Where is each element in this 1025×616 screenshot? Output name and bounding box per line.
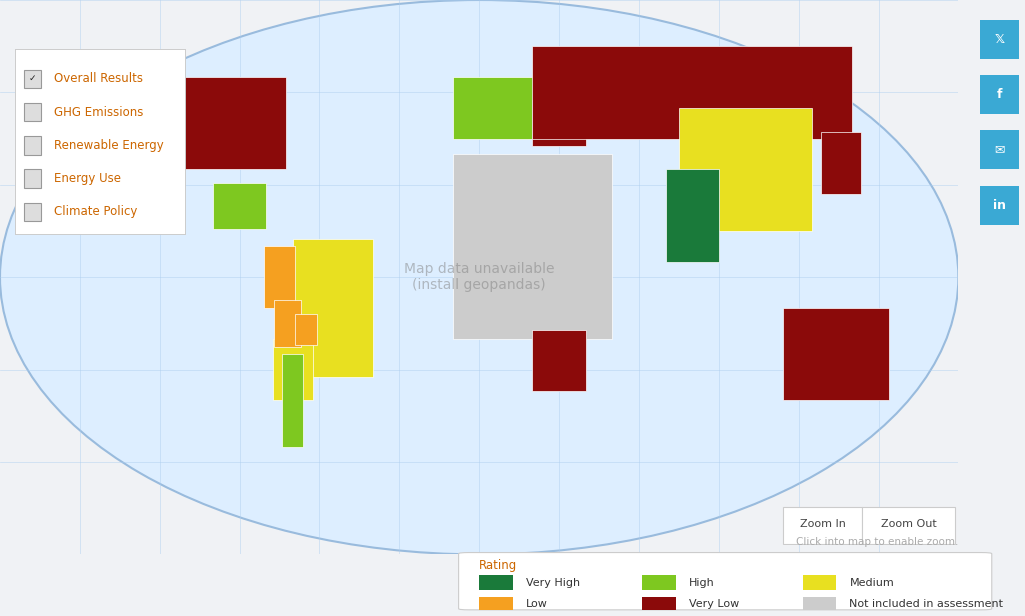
Text: Click into map to enable zoom.: Click into map to enable zoom. [796, 537, 958, 547]
Text: Medium: Medium [850, 578, 894, 588]
Bar [803, 575, 836, 590]
Bar [295, 314, 317, 345]
Circle shape [981, 76, 1018, 113]
Text: GHG Emissions: GHG Emissions [54, 105, 144, 119]
Text: 𝕏: 𝕏 [994, 33, 1004, 46]
Text: Very Low: Very Low [689, 599, 739, 609]
Bar [643, 575, 676, 590]
Text: ✉: ✉ [994, 144, 1004, 156]
Bar [532, 46, 852, 139]
Bar [139, 77, 286, 169]
Text: Energy Use: Energy Use [54, 172, 121, 185]
Bar [282, 354, 303, 447]
Bar [24, 103, 41, 121]
Bar [643, 598, 676, 612]
Text: in: in [993, 199, 1006, 212]
Bar [453, 77, 559, 139]
Bar [803, 598, 836, 612]
FancyBboxPatch shape [783, 507, 862, 543]
Bar [24, 70, 41, 88]
Circle shape [981, 187, 1018, 224]
Text: Climate Policy: Climate Policy [54, 205, 137, 219]
Text: Renewable Energy: Renewable Energy [54, 139, 164, 152]
Bar [263, 246, 295, 308]
Text: High: High [689, 578, 714, 588]
Bar [783, 308, 889, 400]
Bar [532, 100, 585, 146]
Text: Zoom Out: Zoom Out [880, 519, 937, 529]
Bar [275, 300, 300, 346]
Bar [24, 169, 41, 188]
FancyBboxPatch shape [862, 507, 955, 543]
Text: f: f [996, 88, 1002, 101]
Circle shape [981, 131, 1018, 169]
Bar [24, 203, 41, 221]
Text: Overall Results: Overall Results [54, 72, 144, 86]
Text: Map data unavailable
(install geopandas): Map data unavailable (install geopandas) [404, 262, 555, 293]
Bar [665, 169, 719, 262]
Text: ✓: ✓ [29, 75, 36, 83]
Bar [532, 330, 585, 391]
Bar [679, 108, 812, 231]
Ellipse shape [0, 0, 958, 554]
Text: Very High: Very High [526, 578, 580, 588]
Bar [453, 154, 612, 339]
Bar [213, 184, 266, 229]
Bar [480, 598, 512, 612]
Text: Low: Low [526, 599, 547, 609]
Bar [24, 136, 41, 155]
Bar [480, 575, 512, 590]
Text: Zoom In: Zoom In [800, 519, 846, 529]
Bar [293, 239, 373, 377]
Circle shape [981, 20, 1018, 58]
FancyBboxPatch shape [458, 553, 992, 610]
Bar [273, 339, 313, 400]
Text: Rating: Rating [480, 559, 518, 572]
Text: Not included in assessment: Not included in assessment [850, 599, 1003, 609]
Bar [821, 132, 861, 194]
